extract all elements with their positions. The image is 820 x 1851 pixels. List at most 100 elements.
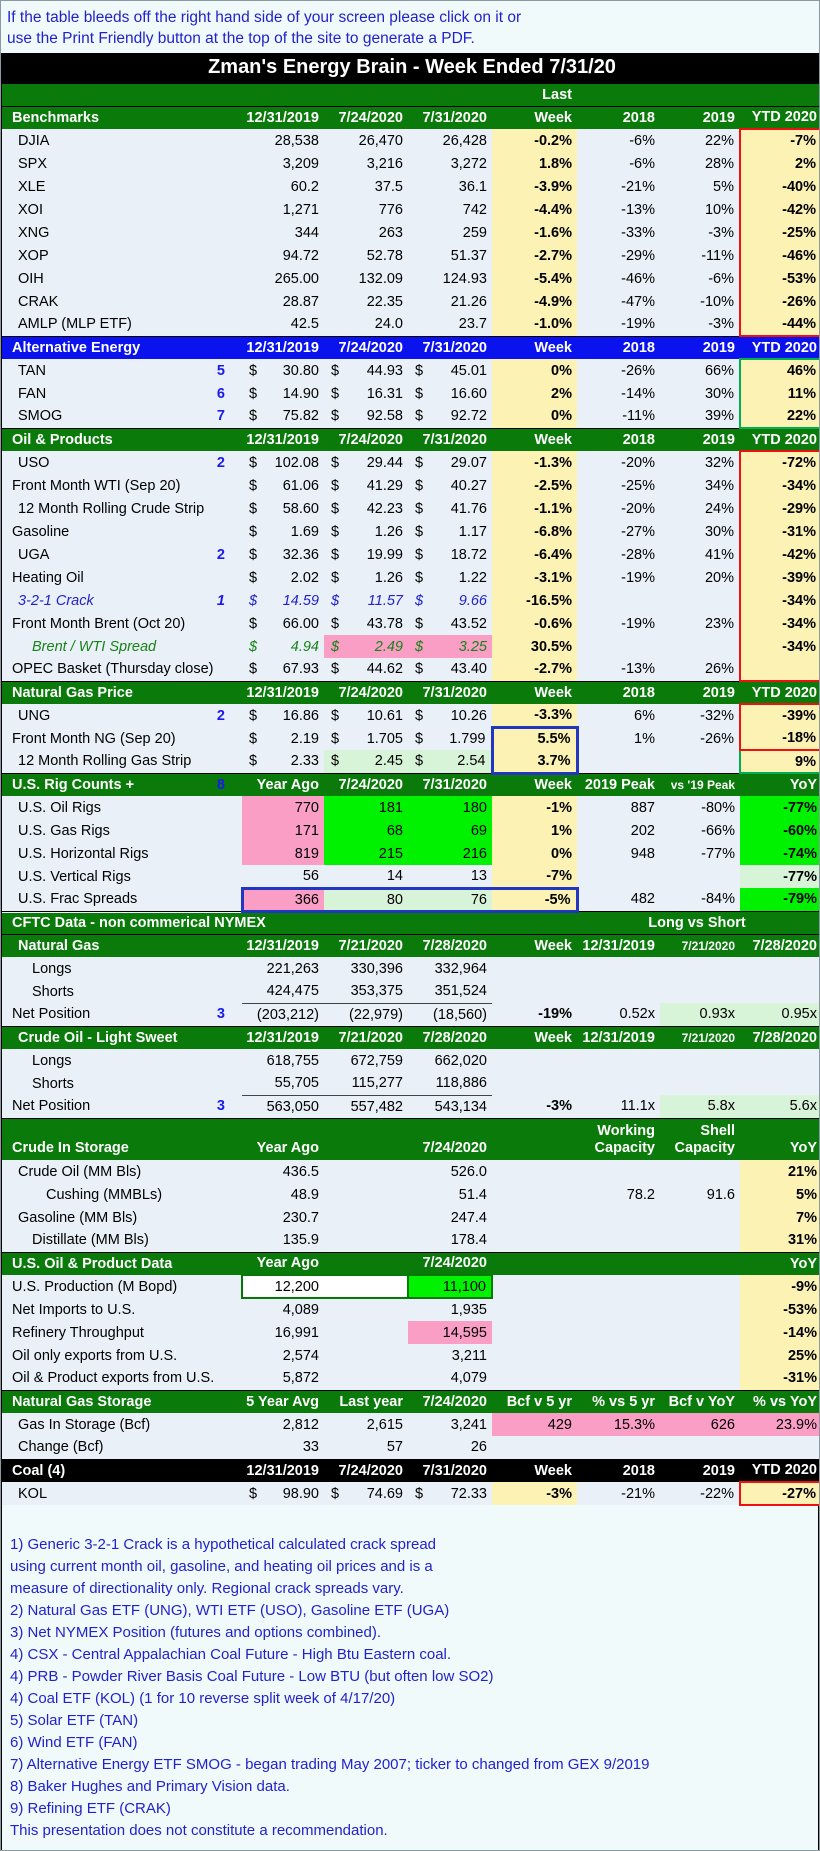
col-header-3: 7/28/2020 <box>408 933 492 957</box>
cell-7 <box>740 980 819 1003</box>
col-header-5: % vs 5 yr <box>577 1389 660 1413</box>
row-label: OPEC Basket (Thursday close) <box>2 658 242 681</box>
cell-1: 5,872 <box>242 1367 324 1390</box>
value: 1.17 <box>458 523 487 540</box>
oil-only-exports-from-u-s: Oil only exports from U.S. 2,574 3,211 25% <box>2 1344 819 1367</box>
net-position: 3 Net Position 563,050 557,482 543,134 -3% 11.… <box>2 1095 819 1118</box>
row-label: 2 USO <box>2 451 242 474</box>
cell-3: 118,886 <box>408 1072 492 1096</box>
dollar-sign: $ <box>331 661 340 678</box>
label-text: Coal (4) <box>12 1462 66 1479</box>
cell-1: (203,212) <box>242 1003 324 1026</box>
ung: 2 UNG $16.86 $10.61 $10.26 -3.3% 6% -32% -39% <box>2 703 819 727</box>
net-position: 3 Net Position (203,212) (22,979) (18,560) -1… <box>2 1003 819 1026</box>
row-label: U.S. Oil Rigs <box>2 796 242 819</box>
fan: 6 FAN $14.90 $16.31 $16.60 2% -14% 30% 11% <box>2 382 819 405</box>
value: 30.80 <box>282 362 319 379</box>
cell-3: 13 <box>408 865 492 888</box>
uga: 2 UGA $32.36 $19.99 $18.72 -6.4% -28% 41% -42% <box>2 543 819 566</box>
cell-1: 230.7 <box>242 1206 324 1229</box>
cell-2 <box>324 1274 409 1299</box>
col-header-3: 7/31/2020 <box>408 772 492 796</box>
label-text: CFTC Data - non commerical NYMEX <box>12 915 266 931</box>
footnotes: 1) Generic 3-2-1 Crack is a hypothetical… <box>2 1506 818 1850</box>
dollar-sign: $ <box>331 477 340 494</box>
row-label: Oil & Products <box>2 427 242 451</box>
opec-basket-thursday-close: OPEC Basket (Thursday close) $67.93 $44.62… <box>2 658 819 682</box>
cell-2: 115,277 <box>324 1072 408 1096</box>
crude-storage-header: Crude In Storage Year Ago 7/24/2020 Working… <box>2 1117 819 1160</box>
cell-4 <box>492 1160 577 1183</box>
row-label: 1 3-2-1 Crack <box>2 589 242 612</box>
label-text: U.S. Gas Rigs <box>18 822 110 839</box>
cell-6 <box>660 589 740 612</box>
cell-1: $66.00 <box>242 612 324 635</box>
cell-5 <box>577 957 660 980</box>
cell-5 <box>577 1229 660 1252</box>
cell-5: -29% <box>577 244 660 267</box>
row-label: Longs <box>2 957 242 980</box>
cell-2: $92.58 <box>324 405 408 428</box>
col-header-6: 2019 <box>660 335 740 359</box>
cell-4: -0.6% <box>492 612 577 635</box>
12-month-rolling-crude-strip: 12 Month Rolling Crude Strip $58.60 $42.23… <box>2 497 819 520</box>
value: 66.00 <box>282 615 319 632</box>
refinery-throughput: Refinery Throughput 16,991 14,595 -14% <box>2 1321 819 1344</box>
djia: DJIA 28,538 26,470 26,428 -0.2% -6% 22% -7% <box>2 128 819 152</box>
cell-3: $2.54 <box>408 750 492 773</box>
col-header-5: 2018 <box>577 680 660 704</box>
cell-7: 46% <box>739 358 819 382</box>
value: 16.31 <box>366 385 403 402</box>
cell-7: -39% <box>739 566 819 589</box>
cell-6 <box>660 1321 740 1344</box>
cell-5: -47% <box>577 290 660 313</box>
col-header-2: 7/24/2020 <box>324 335 408 359</box>
cell-7: -31% <box>739 520 819 543</box>
col-header-6: 2019 <box>660 680 740 704</box>
row-label: Longs <box>2 1049 242 1072</box>
band-spacer <box>492 910 577 934</box>
gasoline: Gasoline $1.69 $1.26 $1.17 -6.8% -27% 30% -31% <box>2 520 819 543</box>
cell-3: 3,211 <box>408 1344 492 1367</box>
cell-4: -2.5% <box>492 474 577 497</box>
value: 43.52 <box>450 615 487 632</box>
cell-4: -16.5% <box>492 589 577 612</box>
cell-3: 3,272 <box>408 152 492 175</box>
col-header-3: 7/24/2020 <box>408 1389 492 1413</box>
cell-4: -3.1% <box>492 566 577 589</box>
cell-6: -11% <box>660 244 740 267</box>
col-header-2: 7/24/2020 <box>324 1458 408 1482</box>
cell-1: 563,050 <box>242 1095 324 1118</box>
cell-2 <box>324 1344 408 1367</box>
value: 42.23 <box>366 500 403 517</box>
col-header-5: 2018 <box>577 105 660 129</box>
cell-5: -14% <box>577 382 660 405</box>
footnote-line-12: 8) Baker Hughes and Primary Vision data. <box>10 1778 290 1795</box>
cell-2 <box>324 1206 408 1229</box>
dollar-sign: $ <box>331 385 340 402</box>
value: 40.27 <box>450 477 487 494</box>
label-text: Natural Gas Storage <box>12 1393 152 1410</box>
cell-3: 1,935 <box>408 1298 492 1321</box>
energy-table: Zman's Energy Brain - Week Ended 7/31/20… <box>2 53 819 1506</box>
note-line-2: use the Print Friendly button at the top… <box>7 30 475 47</box>
energy-brain-table-wrapper[interactable]: Zman's Energy Brain - Week Ended 7/31/20… <box>1 53 819 1850</box>
cell-3: $10.26 <box>408 704 492 727</box>
cell-4 <box>492 1436 577 1459</box>
cell-5: 78.2 <box>577 1183 660 1206</box>
heating-oil: Heating Oil $2.02 $1.26 $1.22 -3.1% -19% 20% -3… <box>2 566 819 589</box>
dollar-sign: $ <box>331 1485 340 1502</box>
cell-5: 887 <box>577 796 660 819</box>
row-label: Refinery Throughput <box>2 1321 242 1344</box>
cell-5 <box>577 1160 660 1183</box>
cell-5: -33% <box>577 221 660 244</box>
cell-6: 34% <box>660 474 740 497</box>
cell-2: 37.5 <box>324 175 408 198</box>
value: 10.26 <box>450 707 487 724</box>
cell-5: -6% <box>577 129 660 152</box>
dollar-sign: $ <box>249 753 258 770</box>
cell-1: $61.06 <box>242 474 324 497</box>
cell-6 <box>660 865 740 888</box>
cell-5: -6% <box>577 152 660 175</box>
cell-3: 216 <box>408 842 492 865</box>
